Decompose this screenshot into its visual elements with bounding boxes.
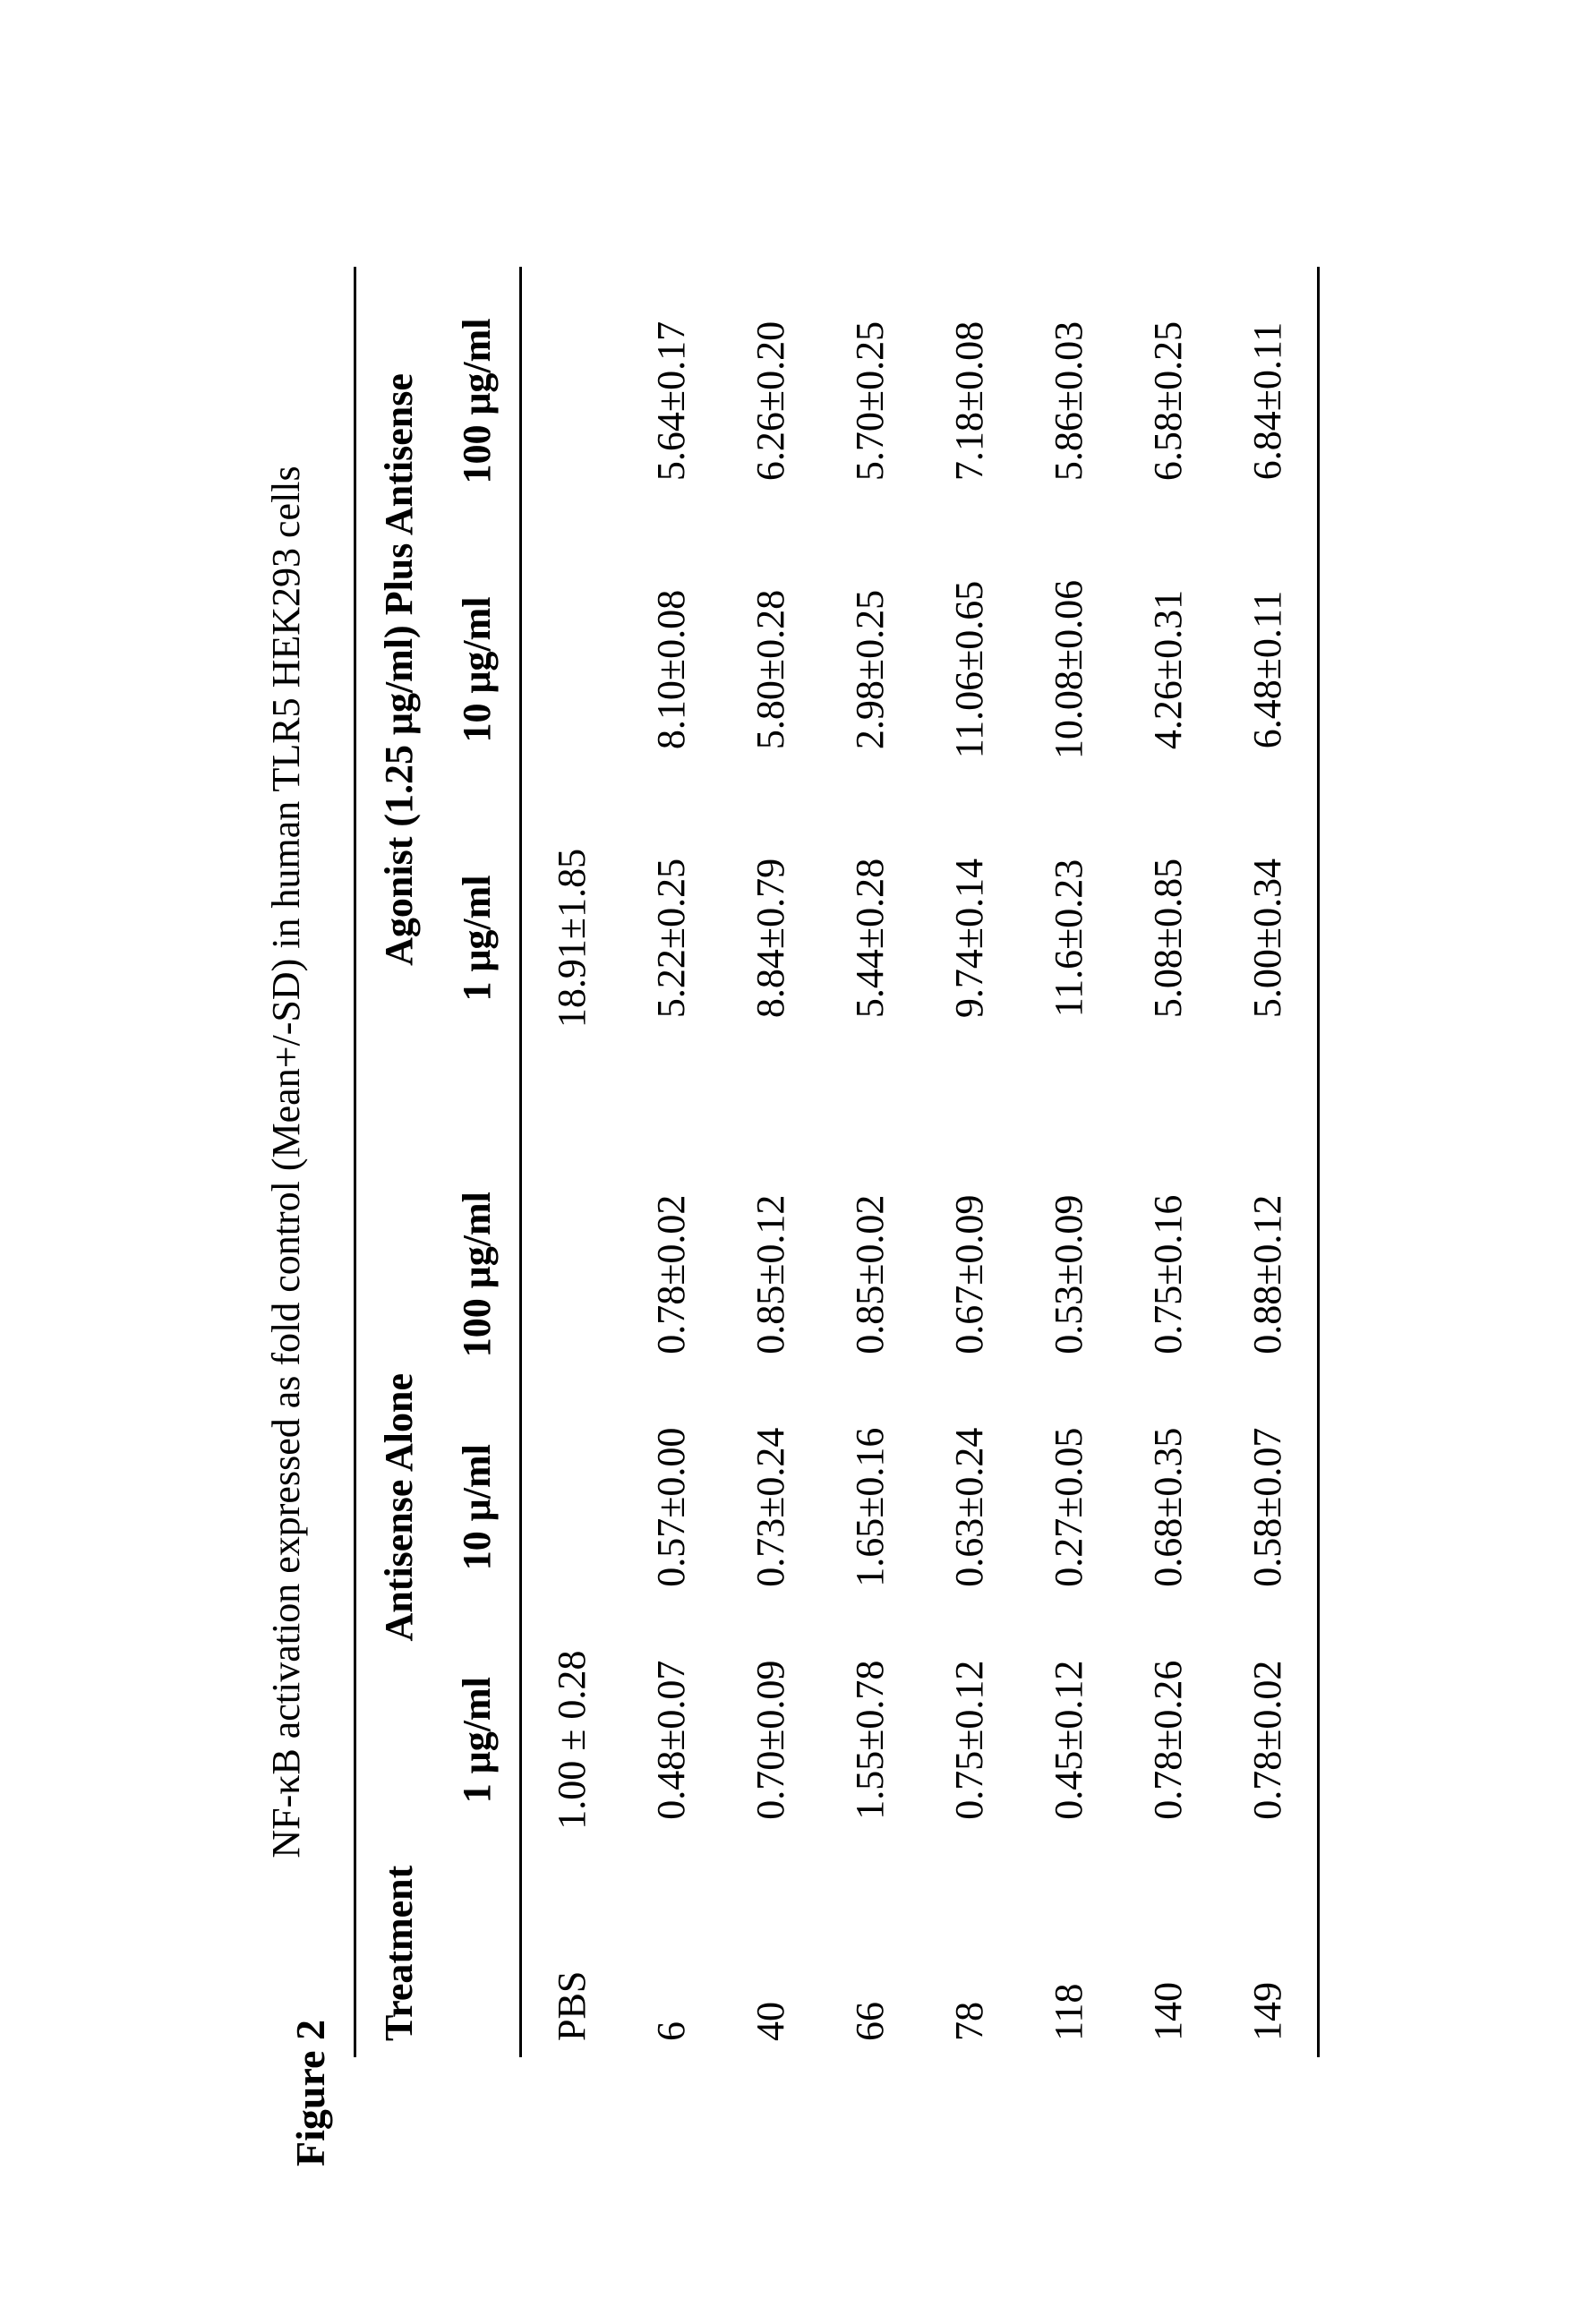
cell-gap [1218, 1072, 1319, 1158]
cell-value: 2.98±0.25 [820, 535, 919, 804]
cell-value: 18.91±1.85 [520, 804, 621, 1072]
header-group-alone: Antisense Alone [355, 1158, 441, 1857]
header-dose-1: 1 μg/ml [441, 1624, 521, 1857]
cell-value: 6.26±0.20 [721, 267, 820, 535]
cell-treatment: PBS [520, 1857, 621, 2057]
cell-gap [1019, 1072, 1118, 1158]
cell-value: 0.58±0.07 [1218, 1391, 1319, 1624]
cell-treatment: 6 [621, 1857, 721, 2057]
header-gap2 [441, 1072, 521, 1158]
cell-value: 0.48±0.07 [621, 1624, 721, 1857]
cell-value: 0.53±0.09 [1019, 1158, 1118, 1391]
cell-value: 8.10±0.08 [621, 535, 721, 804]
cell-value: 5.44±0.28 [820, 804, 919, 1072]
header-treatment: Treatment [355, 1857, 441, 2057]
cell-value: 0.75±0.12 [919, 1624, 1019, 1857]
header-dose-1b: 1 μg/ml [441, 804, 521, 1072]
rotated-page: NF-κB activation expressed as fold contr… [210, 177, 1373, 2147]
table-row: 78 0.75±0.12 0.63±0.24 0.67±0.09 9.74±0.… [919, 267, 1019, 2057]
cell-gap [520, 1072, 621, 1158]
cell-value [520, 535, 621, 804]
cell-value [520, 267, 621, 535]
cell-value [520, 1158, 621, 1391]
table-row: PBS 1.00 ± 0.28 18.91±1.85 [520, 267, 621, 2057]
header-group-row: Treatment Antisense Alone Agonist (1.25 … [355, 267, 441, 2057]
cell-value: 0.27±0.05 [1019, 1391, 1118, 1624]
cell-treatment: 149 [1218, 1857, 1319, 2057]
cell-value: 0.85±0.02 [820, 1158, 919, 1391]
table-row: 6 0.48±0.07 0.57±0.00 0.78±0.02 5.22±0.2… [621, 267, 721, 2057]
data-table: Treatment Antisense Alone Agonist (1.25 … [354, 267, 1320, 2057]
cell-value: 6.48±0.11 [1218, 535, 1319, 804]
cell-value: 8.84±0.79 [721, 804, 820, 1072]
table-row: 40 0.70±0.09 0.73±0.24 0.85±0.12 8.84±0.… [721, 267, 820, 2057]
table-caption: NF-κB activation expressed as fold contr… [263, 267, 309, 2057]
cell-value: 10.08±0.06 [1019, 535, 1118, 804]
cell-value: 0.78±0.02 [621, 1158, 721, 1391]
header-dose-row: 1 μg/ml 10 μ/ml 100 μg/ml 1 μg/ml 10 μg/… [441, 267, 521, 2057]
table-row: 140 0.78±0.26 0.68±0.35 0.75±0.16 5.08±0… [1118, 267, 1218, 2057]
table-row: 118 0.45±0.12 0.27±0.05 0.53±0.09 11.6±0… [1019, 267, 1118, 2057]
cell-value: 9.74±0.14 [919, 804, 1019, 1072]
cell-value: 4.26±0.31 [1118, 535, 1218, 804]
cell-treatment: 40 [721, 1857, 820, 2057]
cell-treatment: 78 [919, 1857, 1019, 2057]
cell-value: 5.08±0.85 [1118, 804, 1218, 1072]
cell-value: 5.00±0.34 [1218, 804, 1319, 1072]
cell-value: 5.64±0.17 [621, 267, 721, 535]
cell-value: 0.78±0.02 [1218, 1624, 1319, 1857]
cell-value: 5.80±0.28 [721, 535, 820, 804]
cell-value: 0.45±0.12 [1019, 1624, 1118, 1857]
cell-value: 5.70±0.25 [820, 267, 919, 535]
cell-value [520, 1391, 621, 1624]
cell-treatment: 66 [820, 1857, 919, 2057]
header-blank [441, 1857, 521, 2057]
cell-value: 11.6±0.23 [1019, 804, 1118, 1072]
cell-value: 0.63±0.24 [919, 1391, 1019, 1624]
cell-value: 0.57±0.00 [621, 1391, 721, 1624]
cell-value: 0.88±0.12 [1218, 1158, 1319, 1391]
cell-gap [1118, 1072, 1218, 1158]
cell-treatment: 140 [1118, 1857, 1218, 2057]
header-dose-10b: 10 μg/ml [441, 535, 521, 804]
figure-label: Figure 2 [286, 2020, 334, 2166]
cell-gap [721, 1072, 820, 1158]
table-body: PBS 1.00 ± 0.28 18.91±1.85 6 0.48±0.07 0… [520, 267, 1318, 2057]
cell-gap [820, 1072, 919, 1158]
cell-value: 5.22±0.25 [621, 804, 721, 1072]
cell-value: 0.70±0.09 [721, 1624, 820, 1857]
cell-value: 0.75±0.16 [1118, 1158, 1218, 1391]
cell-value: 1.55±0.78 [820, 1624, 919, 1857]
cell-value: 0.85±0.12 [721, 1158, 820, 1391]
cell-treatment: 118 [1019, 1857, 1118, 2057]
header-group-agonist: Agonist (1.25 μg/ml) Plus Antisense [355, 267, 441, 1072]
header-dose-100: 100 μg/ml [441, 1158, 521, 1391]
cell-gap [621, 1072, 721, 1158]
cell-value: 11.06±0.65 [919, 535, 1019, 804]
header-dose-10: 10 μ/ml [441, 1391, 521, 1624]
cell-value: 0.67±0.09 [919, 1158, 1019, 1391]
header-gap [355, 1072, 441, 1158]
cell-value: 5.86±0.03 [1019, 267, 1118, 535]
table-row: 66 1.55±0.78 1.65±0.16 0.85±0.02 5.44±0.… [820, 267, 919, 2057]
cell-value: 1.00 ± 0.28 [520, 1624, 621, 1857]
cell-value: 6.84±0.11 [1218, 267, 1319, 535]
table-head: Treatment Antisense Alone Agonist (1.25 … [355, 267, 520, 2057]
cell-value: 0.78±0.26 [1118, 1624, 1218, 1857]
cell-value: 0.68±0.35 [1118, 1391, 1218, 1624]
cell-value: 7.18±0.08 [919, 267, 1019, 535]
header-dose-100b: 100 μg/ml [441, 267, 521, 535]
table-row: 149 0.78±0.02 0.58±0.07 0.88±0.12 5.00±0… [1218, 267, 1319, 2057]
cell-gap [919, 1072, 1019, 1158]
cell-value: 0.73±0.24 [721, 1391, 820, 1624]
cell-value: 1.65±0.16 [820, 1391, 919, 1624]
cell-value: 6.58±0.25 [1118, 267, 1218, 535]
